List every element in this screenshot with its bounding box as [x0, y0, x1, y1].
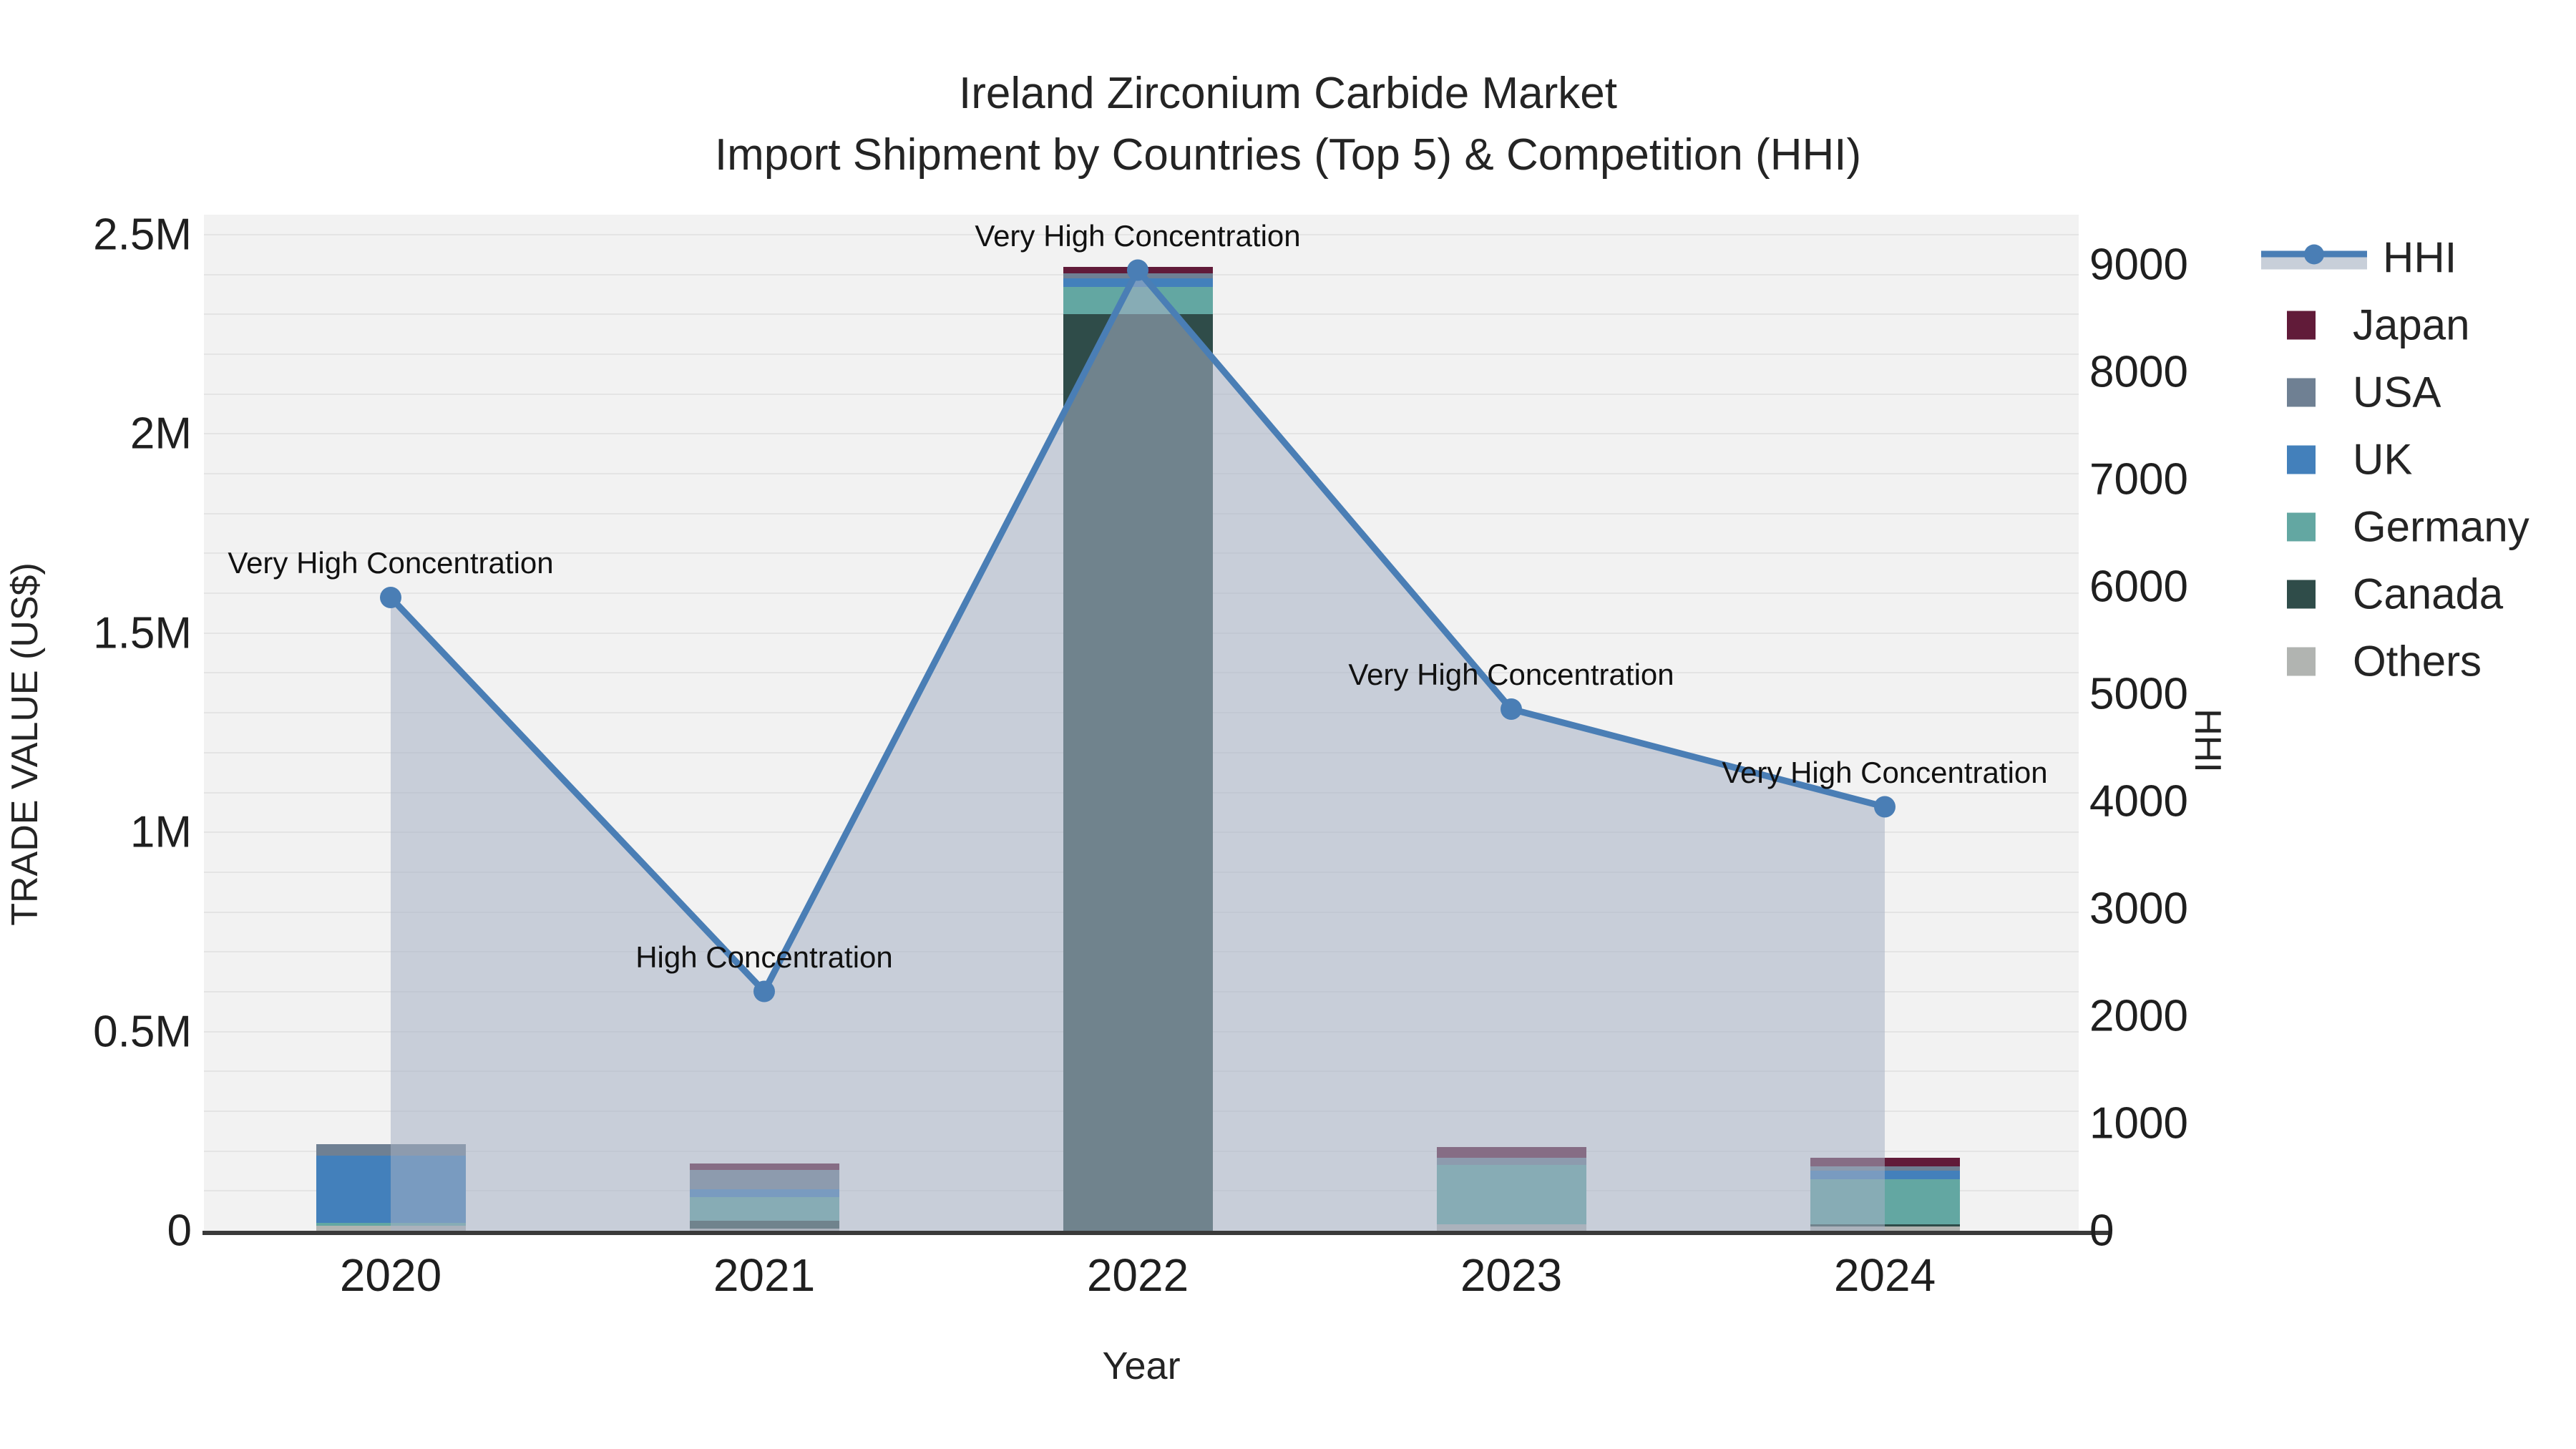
y-right-tick-label: 7000	[2089, 454, 2188, 504]
legend-swatch-germany	[2287, 512, 2316, 541]
chart-title-line1: Ireland Zirconium Carbide Market	[958, 69, 1617, 118]
hhi-legend-sample-icon	[2261, 243, 2367, 272]
y-right-tick-label: 5000	[2089, 669, 2188, 719]
x-tick-label-2020: 2020	[339, 1249, 442, 1301]
legend-label: Germany	[2353, 502, 2529, 551]
y-right-tick-label: 3000	[2089, 884, 2188, 934]
legend-label: USA	[2353, 368, 2441, 416]
y-left-tick-label: 0	[167, 1206, 192, 1256]
legend-label: Others	[2353, 637, 2482, 686]
gridline	[204, 234, 2079, 235]
legend-label: UK	[2353, 435, 2413, 484]
legend-item-usa[interactable]: USA	[2261, 368, 2441, 417]
y-right-tick-label: 2000	[2089, 991, 2188, 1041]
annotation-2020: Very High Concentration	[228, 546, 554, 580]
annotation-2024: Very High Concentration	[1722, 755, 2048, 789]
legend-item-canada[interactable]: Canada	[2261, 570, 2503, 619]
legend-swatch-canada	[2287, 580, 2316, 608]
legend-swatch-usa	[2287, 378, 2316, 406]
legend-label: Canada	[2353, 570, 2504, 618]
legend-label: HHI	[2383, 233, 2457, 282]
legend-item-germany[interactable]: Germany	[2261, 502, 2529, 552]
x-tick-label-2022: 2022	[1086, 1249, 1189, 1301]
annotation-2022: Very High Concentration	[975, 218, 1301, 253]
chart-title-line2: Import Shipment by Countries (Top 5) & C…	[714, 130, 1862, 180]
x-tick-label-2023: 2023	[1460, 1249, 1563, 1301]
y-axis-right-title: HHI	[2187, 708, 2228, 773]
hhi-marker-2021[interactable]	[753, 980, 775, 1002]
hhi-marker-2023[interactable]	[1501, 698, 1522, 720]
legend-item-japan[interactable]: Japan	[2261, 301, 2469, 350]
hhi-marker-2020[interactable]	[380, 587, 401, 608]
legend-swatch-others	[2287, 647, 2316, 675]
y-left-tick-label: 2.5M	[93, 210, 192, 260]
y-right-tick-label: 0	[2089, 1206, 2114, 1256]
y-axis-left-title: TRADE VALUE (US$)	[4, 562, 46, 926]
y-right-tick-label: 9000	[2089, 240, 2188, 290]
legend-label: Japan	[2353, 301, 2470, 349]
legend-swatch-japan	[2287, 311, 2316, 339]
y-right-tick-label: 6000	[2089, 562, 2188, 612]
x-tick-label-2024: 2024	[1833, 1249, 1936, 1301]
annotation-2021: High Concentration	[635, 940, 893, 974]
hhi-marker-2024[interactable]	[1874, 796, 1896, 818]
y-left-tick-label: 2M	[130, 409, 192, 459]
y-left-tick-label: 1.5M	[93, 608, 192, 658]
y-left-tick-label: 0.5M	[93, 1007, 192, 1057]
y-right-tick-label: 4000	[2089, 776, 2188, 826]
legend-swatch-uk	[2287, 445, 2316, 474]
x-axis-title: Year	[1102, 1345, 1181, 1387]
hhi-marker-swatch	[2304, 244, 2324, 264]
legend-item-others[interactable]: Others	[2261, 637, 2482, 686]
hhi-marker-2022[interactable]	[1127, 259, 1148, 281]
y-left-tick-label: 1M	[130, 807, 192, 857]
annotation-2023: Very High Concentration	[1348, 658, 1674, 691]
x-tick-label-2021: 2021	[713, 1249, 816, 1301]
x-axis-line	[203, 1231, 2111, 1235]
hhi-area-fill	[391, 270, 1885, 1231]
y-right-tick-label: 1000	[2089, 1098, 2188, 1148]
y-right-tick-label: 8000	[2089, 347, 2188, 397]
legend-item-hhi[interactable]: HHI	[2261, 233, 2457, 283]
legend-item-uk[interactable]: UK	[2261, 435, 2412, 484]
